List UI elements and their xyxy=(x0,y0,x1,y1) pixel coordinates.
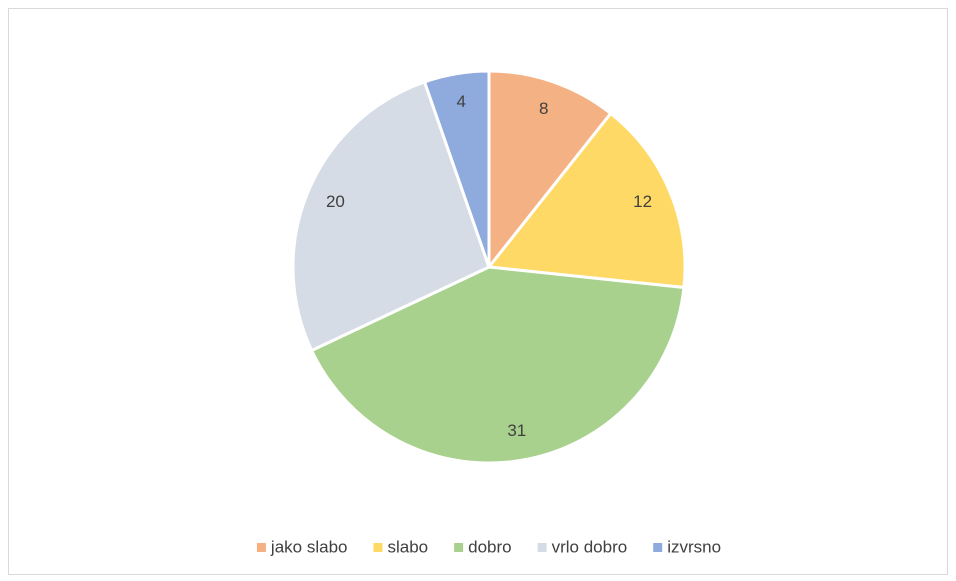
legend-swatch xyxy=(373,543,383,552)
pie-slice xyxy=(309,265,686,465)
legend-label: slabo xyxy=(387,537,428,556)
legend-swatch xyxy=(454,543,464,552)
legend-swatch xyxy=(256,543,266,552)
data-label: 4 xyxy=(456,92,465,111)
pie-slice xyxy=(291,79,491,353)
pie-slice xyxy=(422,69,491,268)
data-label: 20 xyxy=(326,192,345,211)
legend-swatch xyxy=(537,543,547,552)
data-label: 8 xyxy=(539,99,548,118)
pie-slice xyxy=(486,111,687,290)
pie-slice xyxy=(487,69,613,272)
legend-swatch xyxy=(653,543,663,552)
data-label: 31 xyxy=(507,421,526,440)
legend-label: jako slabo xyxy=(270,537,348,556)
legend-label: dobro xyxy=(468,537,511,556)
pie: 8 12 31 20 4 xyxy=(291,69,687,465)
legend: jako slabo slabo dobro vrlo dobro izvrsno xyxy=(256,537,721,556)
legend-label: izvrsno xyxy=(667,537,721,556)
legend-label: vrlo dobro xyxy=(552,537,628,556)
data-label: 12 xyxy=(633,192,652,211)
